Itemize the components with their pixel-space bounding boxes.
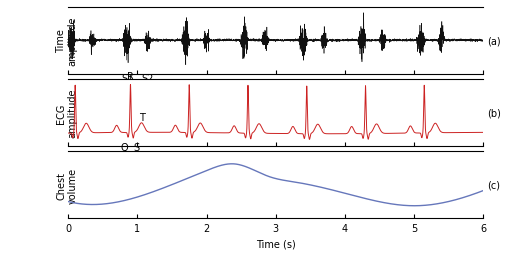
Text: S1: S1 [121, 74, 133, 84]
Text: T: T [139, 112, 144, 122]
Y-axis label: Chest
volume: Chest volume [56, 167, 78, 203]
Y-axis label: Time
amplitude: Time amplitude [56, 16, 78, 66]
Text: Q: Q [120, 142, 128, 153]
Y-axis label: ECG
amplitude: ECG amplitude [56, 88, 78, 138]
Text: (a): (a) [487, 36, 501, 46]
Text: S: S [133, 142, 139, 153]
Text: R: R [127, 72, 134, 82]
Text: S2: S2 [142, 74, 154, 84]
Text: (b): (b) [487, 108, 501, 118]
Text: (c): (c) [487, 180, 500, 190]
X-axis label: Time (s): Time (s) [256, 239, 296, 249]
